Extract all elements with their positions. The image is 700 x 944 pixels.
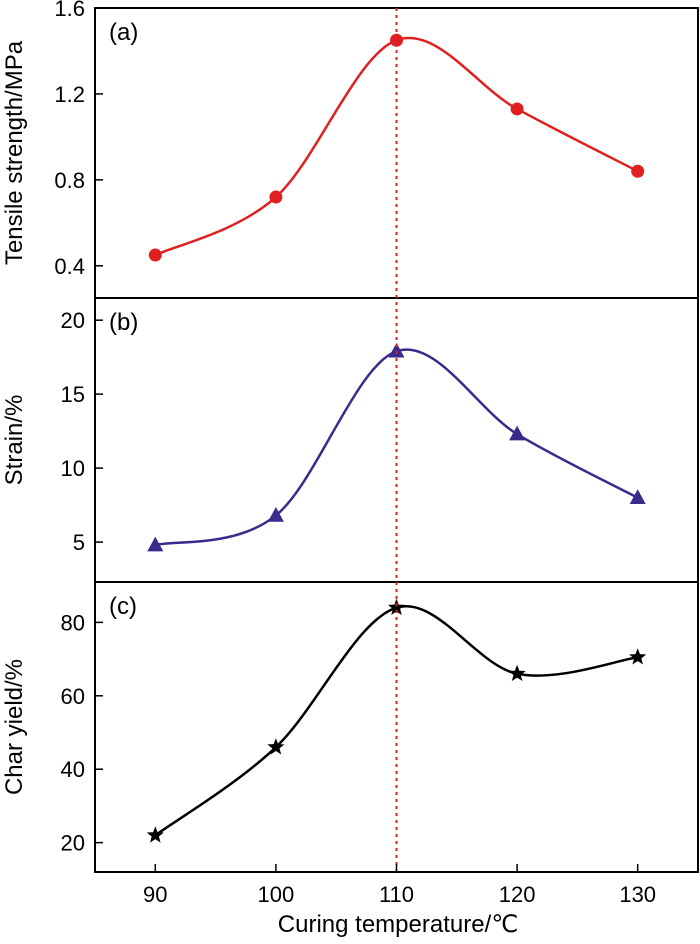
data-point xyxy=(631,164,645,178)
y-tick-label: 15 xyxy=(61,382,85,407)
y-tick-label: 0.4 xyxy=(54,254,85,279)
panels-layer: 0.4 0.8 1.2 1.6 Tensile strength/MPa (a) 5 10 15… xyxy=(1,0,699,873)
x-axis: 90 100 110 120 130 xyxy=(143,864,656,907)
y-tick-label: 1.2 xyxy=(54,82,85,107)
panel-label: (c) xyxy=(109,593,137,620)
data-point xyxy=(148,248,162,262)
data-point xyxy=(629,489,646,504)
x-axis-title: Curing temperature/℃ xyxy=(278,911,518,938)
y-tick-label: 10 xyxy=(61,456,85,481)
data-point xyxy=(510,102,524,116)
panel-a: 0.4 0.8 1.2 1.6 Tensile strength/MPa (a) xyxy=(1,0,699,299)
data-point xyxy=(267,738,285,755)
data-point xyxy=(390,33,403,47)
x-tick-label: 90 xyxy=(143,882,167,907)
y-tick-label: 5 xyxy=(73,530,85,555)
panel-frame xyxy=(94,297,699,583)
panel-c: 20 40 60 80 Char yield/% (c) xyxy=(1,581,699,873)
x-tick-label: 100 xyxy=(258,882,295,907)
y-tick-label: 0.8 xyxy=(54,168,85,193)
y-tick-label: 20 xyxy=(61,831,85,856)
data-point xyxy=(267,507,284,522)
y-tick-label: 40 xyxy=(61,757,85,782)
data-point xyxy=(146,826,164,843)
y-tick-label: 20 xyxy=(61,308,85,333)
y-axis-title: Char yield/% xyxy=(1,659,28,795)
data-point xyxy=(269,190,283,204)
data-point xyxy=(629,648,647,665)
data-point xyxy=(509,425,526,441)
panel-label: (a) xyxy=(109,19,138,46)
panel-b: 5 10 15 20 Strain/% (b) xyxy=(1,297,699,583)
y-tick-label: 1.6 xyxy=(54,0,85,21)
x-tick-label: 110 xyxy=(379,882,414,907)
series-line xyxy=(155,348,639,547)
series-line xyxy=(154,36,639,257)
y-tick-label: 60 xyxy=(61,684,85,709)
data-point xyxy=(147,536,164,552)
x-tick-label: 130 xyxy=(619,882,656,907)
y-axis-title: Strain/% xyxy=(1,395,28,486)
data-point xyxy=(508,664,526,682)
x-tick-label: 120 xyxy=(499,882,536,907)
panel-label: (b) xyxy=(109,309,138,336)
data-point xyxy=(387,598,406,615)
y-tick-label: 80 xyxy=(61,610,85,635)
data-point xyxy=(388,342,405,358)
y-axis-title: Tensile strength/MPa xyxy=(1,40,28,265)
